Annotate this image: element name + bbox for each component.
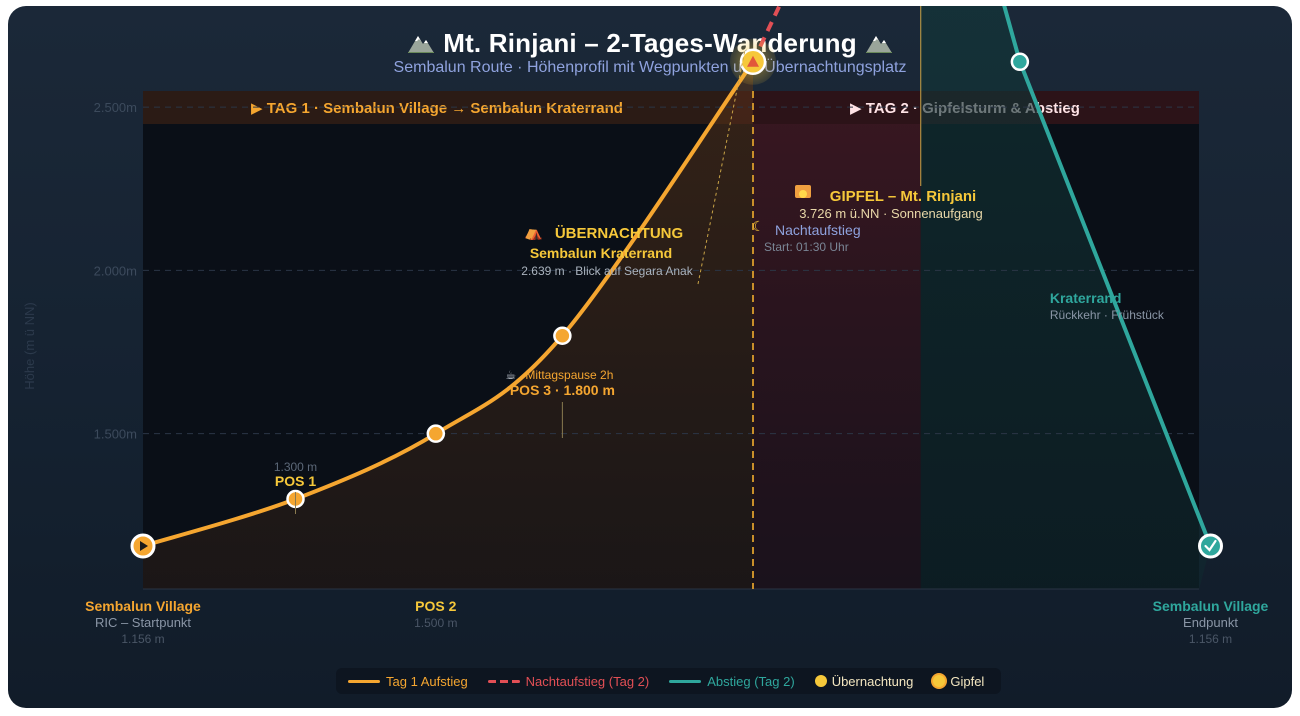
start-label: Sembalun Village bbox=[85, 598, 201, 614]
summit-detail: 3.726 m ü.NN · Sonnenaufgang bbox=[799, 206, 983, 221]
legend-item: Nachtaufstieg (Tag 2) bbox=[487, 673, 650, 689]
play-icon bbox=[140, 541, 148, 551]
night-annotation-title: Nachtaufstieg bbox=[775, 222, 861, 238]
pos1-label: POS 1 bbox=[275, 473, 316, 489]
end-detail: Endpunkt bbox=[1183, 615, 1238, 630]
legend-swatch bbox=[814, 675, 827, 687]
legend-swatch bbox=[487, 679, 520, 683]
legend: Tag 1 Aufstieg Nachtaufstieg (Tag 2) Absti… bbox=[336, 668, 1001, 694]
coffee-icon: ☕ bbox=[505, 368, 516, 382]
camp-detail: 2.639 m · Blick auf Segara Anak bbox=[521, 264, 693, 278]
end-elevation: 1.156 m bbox=[1189, 632, 1232, 646]
day1-area bbox=[143, 61, 753, 590]
legend-swatch bbox=[669, 679, 702, 683]
y-tick-label: 1.500m bbox=[94, 427, 137, 442]
legend-item: Abstieg (Tag 2) bbox=[669, 673, 795, 689]
legend-label: Tag 1 Aufstieg bbox=[386, 673, 468, 689]
chart-card: Mt. Rinjani – 2-Tages-Wanderung Sembalun… bbox=[8, 6, 1292, 708]
legend-label: Nachtaufstieg (Tag 2) bbox=[525, 673, 650, 689]
mountain-icon bbox=[865, 36, 892, 53]
legend-item: Übernachtung bbox=[814, 673, 914, 689]
rim-label: Kraterrand bbox=[1050, 290, 1122, 306]
legend-item: Tag 1 Aufstieg bbox=[348, 674, 468, 689]
waypoint-marker bbox=[553, 326, 572, 345]
y-tick-label: 2.500m bbox=[94, 100, 137, 115]
check-icon bbox=[1204, 539, 1217, 552]
pos1-elevation: 1.300 m bbox=[274, 460, 317, 474]
legend-label: Abstieg (Tag 2) bbox=[707, 673, 795, 689]
moon-icon: ☾ bbox=[752, 218, 765, 234]
night-ascent-line bbox=[751, 6, 782, 63]
pos2-label: POS 2 bbox=[415, 598, 456, 614]
chart-title: Mt. Rinjani – 2-Tages-Wanderung bbox=[443, 28, 857, 58]
sunrise-sun bbox=[799, 190, 807, 198]
waypoint-marker bbox=[426, 424, 446, 443]
rim-marker bbox=[1010, 52, 1030, 72]
day1-band-label: ▶ TAG 1 · Sembalun Village → Sembalun Kr… bbox=[251, 100, 623, 117]
tent-icon bbox=[747, 55, 759, 67]
rim-detail: Rückkehr · Frühstück bbox=[1050, 308, 1165, 322]
chart-subtitle: Sembalun Route · Höhenprofil mit Wegpunk… bbox=[393, 59, 907, 76]
start-detail: RIC – Startpunkt bbox=[95, 615, 191, 630]
y-axis-label: Höhe (m ü NN) bbox=[22, 302, 37, 389]
day1-ascent-line bbox=[141, 59, 755, 548]
tent-icon: ⛺ bbox=[524, 224, 543, 241]
chart-title-row: Mt. Rinjani – 2-Tages-Wanderung bbox=[8, 28, 1292, 59]
camp-leader bbox=[697, 49, 746, 285]
pos3-label: POS 3 · 1.800 m bbox=[510, 382, 615, 398]
night-annotation-detail: Start: 01:30 Uhr bbox=[764, 240, 849, 254]
legend-label: Übernachtung bbox=[831, 673, 914, 689]
camp-name: Sembalun Kraterrand bbox=[530, 245, 672, 261]
pos3-note: Mittagspause 2h bbox=[525, 368, 613, 382]
legend-item: Gipfel bbox=[933, 674, 984, 689]
pos2-elevation: 1.500 m bbox=[414, 616, 457, 630]
legend-label: Gipfel bbox=[950, 673, 985, 689]
legend-swatch bbox=[348, 679, 380, 683]
end-label: Sembalun Village bbox=[1153, 598, 1269, 614]
summit-label: GIPFEL – Mt. Rinjani bbox=[830, 188, 976, 205]
elevation-chart: ▶ TAG 1 · Sembalun Village → Sembalun Kr… bbox=[22, 6, 1269, 646]
legend-swatch bbox=[933, 675, 946, 687]
y-tick-label: 2.000m bbox=[94, 263, 137, 278]
descent-area bbox=[920, 6, 1211, 589]
mountain-icon bbox=[408, 36, 435, 53]
night-area bbox=[753, 124, 921, 589]
end-marker bbox=[1198, 533, 1223, 559]
start-elevation: 1.156 m bbox=[121, 632, 164, 646]
camp-headline: ÜBERNACHTUNG bbox=[555, 225, 683, 242]
